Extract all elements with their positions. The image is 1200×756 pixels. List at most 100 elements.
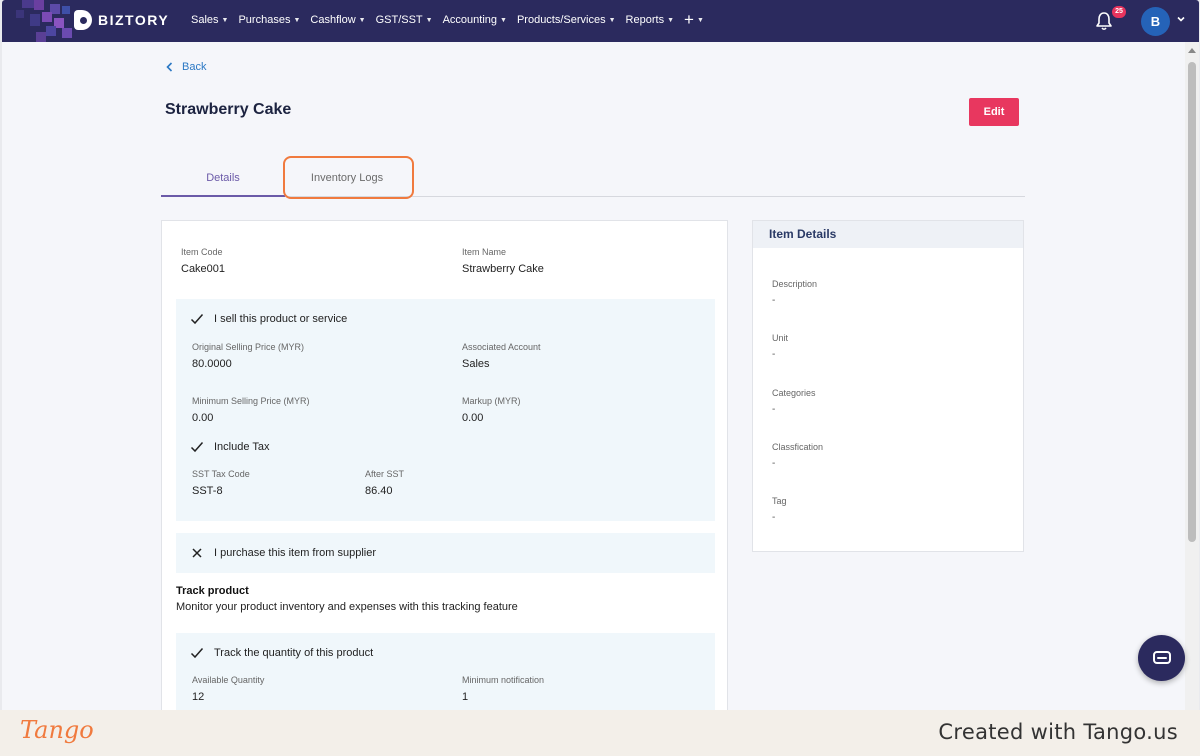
after-sst-value: 86.40 [365, 485, 393, 497]
include-tax-toggle[interactable]: Include Tax [190, 440, 269, 454]
chevron-down-icon: ▼ [358, 16, 366, 24]
min-notification-value: 1 [462, 691, 469, 703]
tab-bar: Details Inventory Logs [161, 159, 1025, 197]
markup-value: 0.00 [462, 412, 484, 424]
main-content: Back Strawberry Cake Edit Details Invent… [2, 42, 1185, 710]
details-card: Item Code Cake001 Item Name Strawberry C… [161, 220, 728, 710]
purchase-label: I purchase this item from supplier [214, 547, 377, 559]
menu-label: Purchases [238, 14, 291, 26]
sell-label: I sell this product or service [214, 313, 348, 325]
menu-accounting[interactable]: Accounting ▼ [443, 14, 507, 26]
page-scrollbar[interactable] [1185, 42, 1199, 710]
menu-add[interactable]: + ▼ [684, 10, 704, 29]
check-icon [190, 442, 204, 453]
brand-logo[interactable]: BIZTORY [74, 10, 169, 30]
logo-icon [74, 10, 92, 30]
track-product-title: Track product [176, 585, 249, 597]
tag-value: - [772, 512, 776, 523]
brand-name: BIZTORY [98, 12, 170, 28]
created-with-text: Created with Tango.us [938, 720, 1178, 744]
sst-code-label: SST Tax Code [192, 469, 250, 479]
available-qty-value: 12 [192, 691, 205, 703]
categories-label: Categories [772, 388, 816, 398]
tab-details[interactable]: Details [161, 159, 285, 197]
tango-logo: Tango [20, 716, 94, 744]
track-qty-label: Track the quantity of this product [214, 647, 374, 659]
available-qty-label: Available Quantity [192, 675, 265, 685]
item-details-panel: Item Details Description - Unit - Catego… [752, 220, 1024, 552]
include-tax-label: Include Tax [214, 441, 270, 453]
classification-label: Classfication [772, 442, 824, 452]
min-price-label: Minimum Selling Price (MYR) [192, 396, 310, 406]
top-navbar: BIZTORY Sales ▼ Purchases ▼ Cashflow ▼ GST/… [2, 0, 1199, 42]
menu-sales[interactable]: Sales ▼ [191, 14, 228, 26]
orig-price-label: Original Selling Price (MYR) [192, 342, 305, 352]
sell-toggle[interactable]: I sell this product or service [190, 312, 347, 326]
menu-reports[interactable]: Reports ▼ [626, 14, 674, 26]
check-icon [190, 314, 204, 325]
item-code-value: Cake001 [181, 263, 226, 275]
sst-code-value: SST-8 [192, 485, 223, 497]
orig-price-value: 80.0000 [192, 358, 232, 370]
purchase-section: I purchase this item from supplier [176, 533, 715, 573]
markup-label: Markup (MYR) [462, 396, 521, 406]
plus-icon: + [684, 10, 694, 29]
chevron-down-icon: ▼ [696, 16, 704, 24]
chevron-down-icon: ▼ [293, 16, 301, 24]
min-notification-label: Minimum notification [462, 675, 545, 685]
chat-widget-button[interactable] [1138, 635, 1185, 681]
description-value: - [772, 295, 776, 306]
item-details-title: Item Details [753, 221, 1023, 248]
menu-label: Products/Services [516, 14, 606, 26]
close-icon [192, 548, 202, 558]
tab-inventory-logs[interactable]: Inventory Logs [310, 172, 384, 184]
chevron-down-icon: ▼ [500, 16, 507, 24]
classification-value: - [772, 458, 776, 469]
scroll-thumb[interactable] [1188, 62, 1196, 542]
item-name-value: Strawberry Cake [462, 263, 544, 275]
chevron-down-icon: ▼ [667, 16, 675, 24]
unit-label: Unit [772, 333, 789, 343]
menu-label: GST/SST [375, 14, 423, 26]
tango-footer: Tango Created with Tango.us [0, 710, 1200, 756]
menu-cashflow[interactable]: Cashflow ▼ [310, 14, 365, 26]
track-product-description: Monitor your product inventory and expen… [176, 601, 518, 613]
menu-purchases[interactable]: Purchases ▼ [238, 14, 300, 26]
check-icon [190, 648, 204, 659]
assoc-account-label: Associated Account [462, 342, 541, 352]
after-sst-label: After SST [365, 469, 405, 479]
avatar[interactable]: B [1141, 7, 1170, 36]
chevron-down-icon: ▼ [425, 16, 433, 24]
track-quantity-section: Track the quantity of this product Avail… [176, 633, 715, 710]
chevron-left-icon [166, 62, 173, 72]
edit-button[interactable]: Edit [969, 98, 1019, 126]
sell-section: I sell this product or service Original … [176, 299, 715, 521]
assoc-account-value: Sales [462, 358, 490, 370]
categories-value: - [772, 404, 776, 415]
item-name-label: Item Name [462, 247, 507, 257]
description-label: Description [772, 279, 818, 289]
menu-label: Cashflow [310, 14, 356, 26]
chat-icon [1152, 651, 1171, 664]
item-code-label: Item Code [181, 247, 223, 257]
chevron-down-icon[interactable] [1176, 14, 1186, 24]
menu-gst-sst[interactable]: GST/SST ▼ [376, 14, 433, 26]
page-title: Strawberry Cake [165, 101, 292, 118]
menu-label: Sales [191, 14, 219, 26]
track-qty-toggle[interactable]: Track the quantity of this product [190, 646, 373, 660]
chevron-down-icon: ▼ [608, 16, 616, 24]
back-link[interactable]: Back [166, 61, 206, 73]
menu-products-services[interactable]: Products/Services ▼ [517, 14, 616, 26]
back-label: Back [182, 61, 207, 73]
main-menu: Sales ▼ Purchases ▼ Cashflow ▼ GST/SST ▼ Acc… [191, 10, 704, 29]
notification-badge: 25 [1112, 6, 1126, 18]
min-price-value: 0.00 [192, 412, 214, 424]
tag-label: Tag [772, 496, 787, 506]
brand-pixel-pattern [16, 0, 72, 42]
menu-label: Reports [625, 14, 665, 26]
scroll-up-arrow-icon[interactable] [1188, 48, 1196, 53]
bell-icon[interactable] [1095, 11, 1113, 31]
unit-value: - [772, 349, 776, 360]
chevron-down-icon: ▼ [221, 16, 229, 24]
purchase-toggle[interactable]: I purchase this item from supplier [190, 546, 376, 560]
